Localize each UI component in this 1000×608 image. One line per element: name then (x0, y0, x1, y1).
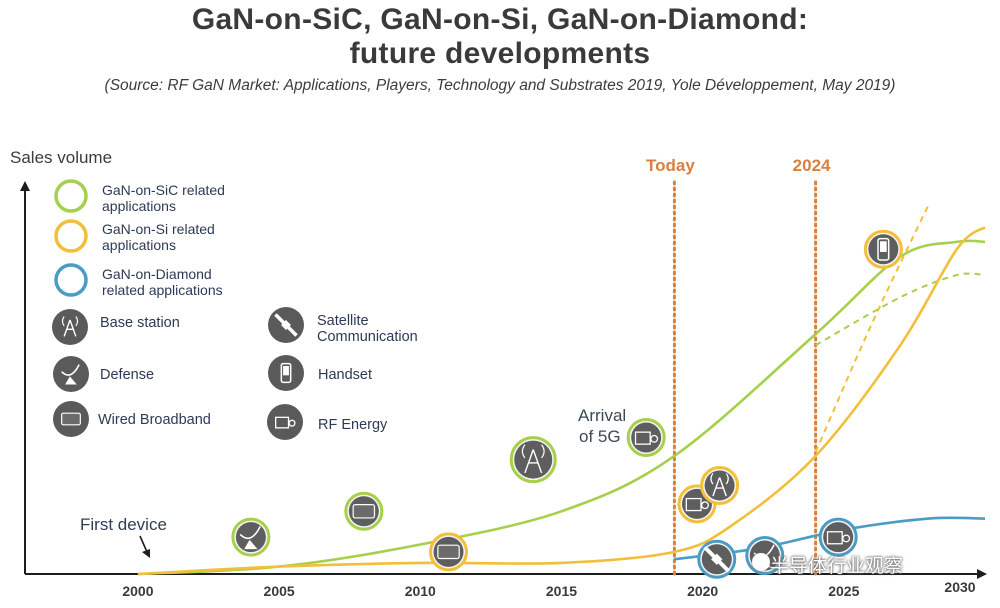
glyph-rf-knob (288, 419, 296, 427)
series-sic-solid-line (137, 239, 986, 576)
glyph-rf-box (826, 531, 843, 545)
glyph-rf-knob (701, 501, 709, 510)
page-subtitle: future developments (349, 37, 651, 70)
rf-energy-marker (631, 422, 662, 453)
legend-satellite-label: Satellite Communication (317, 313, 418, 345)
first-device-arrow (139, 535, 148, 553)
rf-energy-icon (267, 404, 303, 440)
glyph-phone-screen (283, 366, 289, 376)
series-si-solid-line (137, 226, 986, 576)
x-axis-arrow (977, 569, 987, 579)
antenna-tower-marker (704, 470, 735, 501)
legend-handset-label: Handset (318, 367, 373, 383)
x-tick-label: 2000 (122, 583, 153, 599)
glyph-modem (352, 504, 376, 519)
glyph-rf-box (685, 497, 702, 512)
wechat-icon (752, 553, 770, 571)
glyph-tower (712, 477, 727, 497)
x-tick-label: 2025 (828, 583, 859, 599)
x-tick-label: 2015 (546, 583, 577, 599)
glyph-modem (61, 412, 81, 426)
glyph-phone (877, 237, 890, 261)
glyph-dish-base (65, 376, 77, 385)
x-tick-label: 2030 (944, 579, 975, 595)
glyph-dish-base (244, 539, 258, 550)
y-axis-arrow (20, 181, 30, 191)
glyph-dish (239, 526, 261, 540)
glyph-tower (524, 449, 543, 474)
legend-diamond-line2: related applications (102, 282, 223, 298)
series-sic-dashed-line (815, 272, 986, 347)
legend-si-label: GaN-on-Si related applications (102, 221, 215, 253)
source-note: (Source: RF GaN Market: Applications, Pl… (104, 77, 896, 94)
antenna-tower-marker (514, 440, 553, 479)
legend-swatch-sic (54, 179, 88, 213)
glyph-phone (280, 362, 292, 384)
glyph-sat-panels (274, 313, 298, 337)
glyph-tower-waves (521, 444, 545, 459)
legend-swatch-diamond (54, 263, 88, 297)
glyph-rf-knob (650, 434, 659, 443)
legend-sic-label: GaN-on-SiC related applications (102, 182, 225, 214)
y-axis-label: Sales volume (10, 148, 113, 167)
legend-wired-broadband-label: Wired Broadband (98, 412, 211, 428)
glyph-tower-waves (61, 316, 79, 327)
glyph-phone-screen (880, 241, 887, 252)
legend-si-line1: GaN-on-Si related (102, 221, 215, 237)
vline-label-today: Today (646, 156, 695, 175)
series-si-dashed-line (814, 204, 930, 453)
first-device-arrowhead (142, 549, 150, 558)
glyph-rf-knob (842, 534, 851, 543)
legend-si-line2: applications (102, 237, 176, 253)
legend-defense-label: Defense (100, 367, 155, 383)
legend-satellite-line2: Communication (317, 329, 418, 345)
page-title: GaN-on-SiC, GaN-on-Si, GaN-on-Diamond: (191, 3, 809, 36)
legend-rf-energy-label: RF Energy (318, 417, 388, 433)
legend-swatch-si (54, 219, 88, 253)
glyph-tower-waves (710, 473, 729, 485)
legend-sic-line2: applications (102, 198, 176, 214)
legend-sic-line1: GaN-on-SiC related (102, 182, 225, 198)
rf-energy-marker (823, 522, 854, 553)
glyph-rf-box (634, 431, 651, 445)
arrival-line2: of 5G (579, 427, 621, 446)
x-tick-label: 2020 (687, 583, 718, 599)
glyph-sat-panels (703, 545, 731, 573)
legend-satellite-line1: Satellite (317, 313, 369, 329)
first-device-note: First device (80, 515, 167, 534)
arrival-line1: Arrival (578, 406, 627, 425)
x-tick-label: 2010 (405, 583, 436, 599)
legend-diamond-label: GaN-on-Diamond related applications (102, 266, 223, 298)
vline-label-y2024: 2024 (793, 156, 831, 175)
arrival-5g-note: Arrival of 5G (578, 405, 626, 447)
glyph-modem (437, 544, 460, 560)
glyph-dish (61, 364, 80, 376)
watermark: 半导体行业观察 (770, 556, 904, 577)
legend-base-station-label: Base station (100, 315, 180, 331)
x-tick-label: 2005 (264, 583, 295, 599)
glyph-tower (63, 319, 77, 337)
legend-diamond-line1: GaN-on-Diamond (102, 266, 212, 282)
antenna-tower-icon (52, 309, 88, 345)
